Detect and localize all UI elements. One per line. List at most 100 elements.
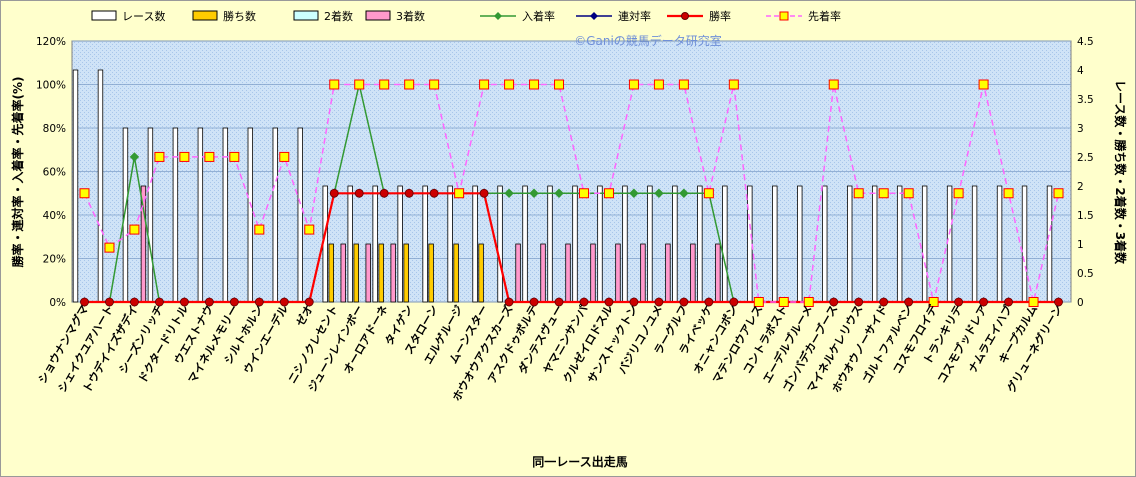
- marker-3-3: [154, 151, 165, 162]
- marker-3-34: [928, 297, 939, 307]
- bar-0-28: [772, 185, 778, 303]
- marker-2-25: [704, 297, 714, 307]
- bar-0-33: [896, 185, 903, 303]
- bar-0-26: [722, 185, 728, 303]
- marker-3-28: [778, 297, 789, 307]
- right-axis-ticks: 0 0.5 1 1.5 2 2.5 3 3.5 4 4.5: [1077, 36, 1094, 309]
- bar-1-13: [403, 243, 409, 303]
- marker-3-4: [179, 151, 190, 162]
- marker-3-9: [304, 224, 315, 235]
- legend-label-6: 勝率: [709, 9, 731, 23]
- legend-marker-6: [681, 12, 689, 20]
- right-tick-label: 2.5: [1077, 152, 1094, 164]
- legend-swatch-1: [192, 10, 218, 21]
- marker-3-22: [628, 79, 639, 90]
- left-tick-label: 40%: [43, 210, 66, 222]
- right-axis-title: レース数・勝ち数・2着数・3着数: [1113, 80, 1128, 265]
- legend-label-3: 3着数: [396, 9, 425, 23]
- bar-0-24: [672, 185, 678, 303]
- marker-2-3: [155, 297, 164, 307]
- marker-2-23: [654, 297, 664, 307]
- bar-3-25: [715, 243, 721, 303]
- marker-3-20: [578, 188, 589, 199]
- marker-2-35: [954, 297, 964, 307]
- marker-3-21: [603, 188, 614, 199]
- bar-0-37: [996, 185, 1003, 303]
- bar-0-9: [297, 127, 303, 303]
- bar-0-3: [147, 127, 154, 303]
- legend-marker-7: [779, 11, 789, 21]
- marker-2-16: [479, 188, 489, 198]
- bar-0-19: [547, 185, 553, 303]
- bar-0-32: [871, 185, 878, 303]
- gridlines: [72, 40, 1071, 303]
- bar-0-25: [697, 185, 703, 303]
- marker-3-37: [1003, 188, 1014, 199]
- bar-3-18: [540, 243, 546, 303]
- marker-3-11: [354, 79, 365, 90]
- marker-3-33: [903, 188, 914, 199]
- bar-0-39: [1046, 185, 1053, 303]
- bar-3-24: [690, 243, 696, 303]
- legend-label-5: 連対率: [618, 9, 651, 23]
- marker-3-6: [229, 151, 240, 162]
- bar-0-15: [447, 185, 453, 303]
- bar-0-17: [497, 185, 503, 303]
- bar-0-12: [372, 185, 378, 303]
- marker-3-35: [953, 188, 964, 199]
- marker-2-30: [829, 297, 839, 307]
- marker-3-30: [828, 79, 839, 90]
- bar-0-0: [72, 69, 79, 303]
- marker-2-12: [379, 188, 389, 198]
- bar-1-12: [378, 243, 384, 303]
- marker-0-18: [529, 188, 539, 198]
- marker-2-39: [1054, 297, 1063, 307]
- bar-1-11: [353, 243, 359, 303]
- bar-0-30: [822, 185, 828, 303]
- bar-0-21: [597, 185, 603, 303]
- legend-label-4: 入着率: [522, 9, 555, 23]
- bar-3-12: [390, 243, 396, 303]
- marker-0-2: [129, 152, 140, 162]
- marker-2-11: [354, 188, 364, 198]
- bar-0-11: [347, 185, 353, 303]
- marker-3-12: [379, 79, 390, 90]
- marker-2-37: [1004, 297, 1013, 307]
- bar-0-7: [247, 127, 254, 303]
- bar-3-11: [365, 243, 371, 303]
- right-tick-label: 3.5: [1077, 94, 1094, 106]
- legend-marker-5: [590, 12, 598, 20]
- marker-3-26: [728, 79, 739, 90]
- bar-3-23: [665, 243, 671, 303]
- marker-2-36: [979, 297, 988, 307]
- line-series-2: [84, 192, 1059, 304]
- legend-label-7: 先着率: [808, 9, 841, 23]
- bar-0-20: [572, 185, 578, 303]
- marker-2-33: [904, 297, 914, 307]
- marker-2-5: [204, 297, 214, 307]
- marker-3-10: [329, 79, 340, 90]
- bar-0-13: [397, 185, 403, 303]
- marker-0-17: [504, 188, 514, 198]
- left-tick-label: 20%: [43, 254, 66, 266]
- bar-0-8: [272, 127, 278, 303]
- bar-3-22: [640, 243, 646, 303]
- right-tick-label: 4.5: [1077, 36, 1094, 48]
- bar-1-16: [478, 243, 484, 303]
- marker-2-0: [80, 297, 89, 307]
- marker-2-24: [679, 297, 689, 307]
- marker-3-15: [454, 188, 465, 199]
- right-tick-label: 1.5: [1077, 210, 1094, 222]
- marker-0-24: [679, 188, 689, 198]
- legend-label-2: 2着数: [324, 9, 353, 23]
- legend-swatch-2: [293, 10, 319, 21]
- left-tick-label: 100%: [36, 80, 66, 92]
- marker-2-8: [279, 297, 289, 307]
- bar-3-17: [515, 243, 521, 303]
- marker-3-2: [129, 224, 140, 235]
- marker-3-18: [529, 79, 540, 90]
- marker-3-7: [254, 224, 265, 235]
- bar-3-20: [590, 243, 596, 303]
